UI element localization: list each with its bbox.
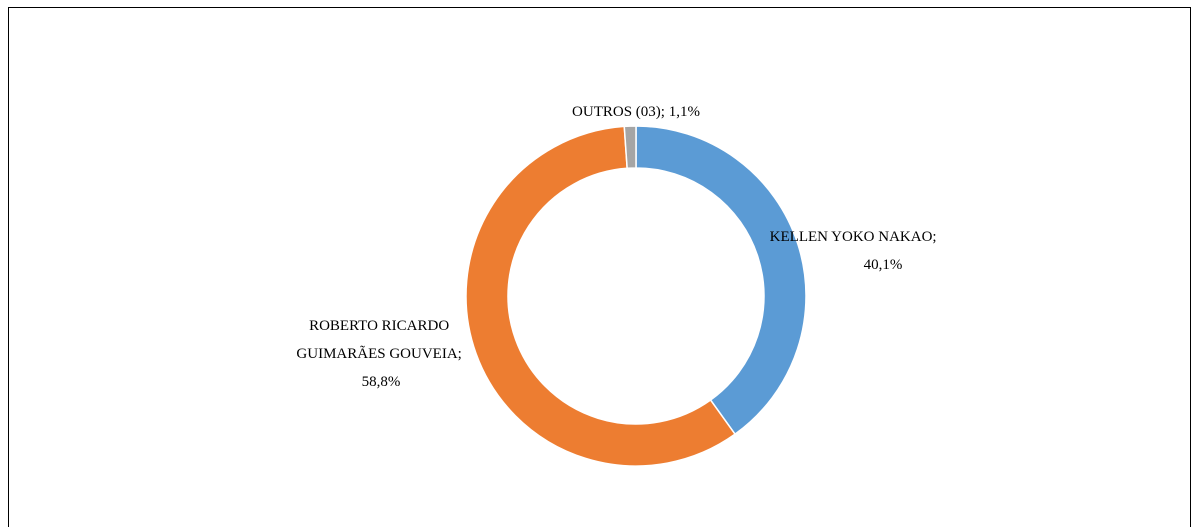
data-label-roberto-line3: 58,8% [362,374,401,390]
donut-chart: KELLEN YOKO NAKAO; 40,1% ROBERTO RICARDO… [296,104,941,467]
data-label-kellen: KELLEN YOKO NAKAO; 40,1% [770,229,941,273]
data-label-roberto-line2: GUIMARÃES GOUVEIA; [296,346,461,362]
donut-slice-1 [465,125,737,467]
data-label-roberto-line1: ROBERTO RICARDO [309,318,449,334]
data-label-outros: OUTROS (03); 1,1% [572,104,700,120]
data-label-kellen-line1: KELLEN YOKO NAKAO; [770,229,937,245]
data-labels: KELLEN YOKO NAKAO; 40,1% ROBERTO RICARDO… [296,104,941,390]
data-label-outros-line1: OUTROS (03); 1,1% [572,104,700,120]
data-label-roberto: ROBERTO RICARDO GUIMARÃES GOUVEIA; 58,8% [296,318,465,390]
donut-slice-2 [623,125,637,170]
data-label-kellen-line2: 40,1% [864,257,903,273]
donut-slice-0 [635,125,807,436]
donut-slices [465,125,807,467]
